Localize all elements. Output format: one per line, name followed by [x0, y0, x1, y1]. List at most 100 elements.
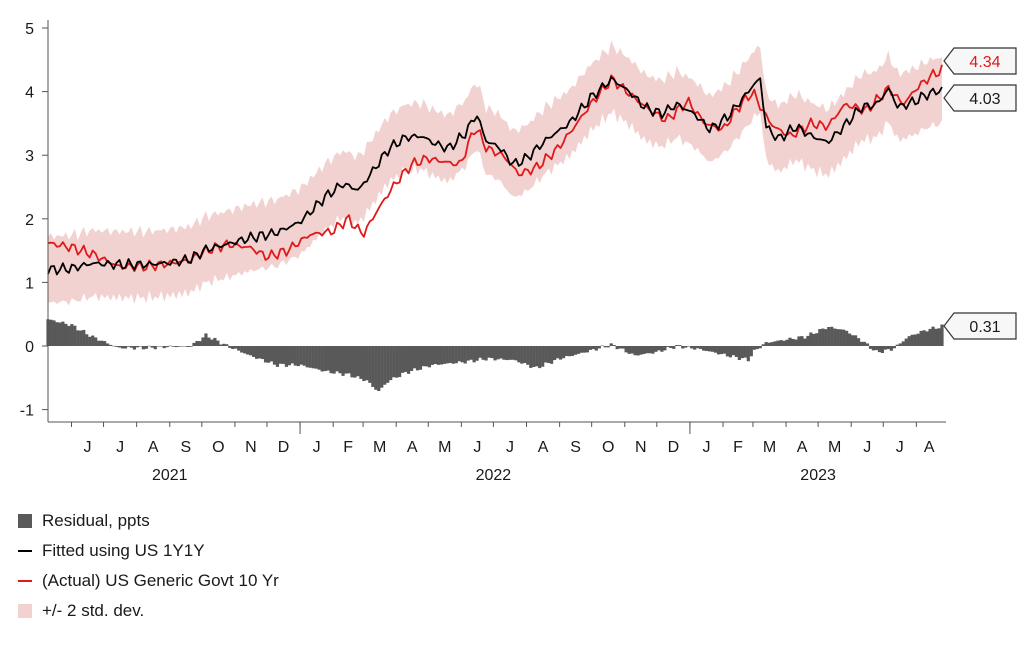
x-month-label: M: [828, 439, 841, 456]
residual-bar: [883, 346, 887, 350]
residual-bar: [704, 346, 709, 351]
residual-bar: [296, 346, 300, 367]
residual-bar: [874, 346, 879, 351]
legend-swatch-band: [18, 604, 32, 618]
residual-bar: [651, 346, 655, 354]
residual-bar: [97, 340, 101, 346]
residual-bar: [174, 346, 178, 348]
residual-bar: [356, 346, 360, 377]
residual-bar: [666, 346, 670, 347]
residual-bar: [851, 335, 855, 346]
residual-bar: [877, 346, 882, 353]
residual-bar: [675, 344, 679, 346]
residual-bar: [180, 346, 184, 347]
residual-bar: [740, 346, 744, 359]
residual-bar: [350, 346, 354, 378]
residual-bar: [219, 344, 223, 346]
end-label-value: 0.31: [969, 319, 1000, 336]
residual-bar: [129, 346, 134, 348]
y-tick-label: 5: [25, 21, 34, 38]
residual-bar: [195, 340, 199, 346]
residual-bar: [597, 346, 601, 349]
residual-bar: [213, 337, 217, 346]
residual-bar: [240, 346, 244, 353]
x-year-label: 2022: [476, 467, 512, 484]
residual-bar: [773, 341, 777, 346]
residual-bar: [517, 346, 521, 363]
residual-bar: [49, 319, 53, 346]
residual-bar: [409, 346, 414, 371]
x-month-label: J: [896, 439, 904, 456]
residual-bar: [776, 340, 780, 346]
residual-bar: [73, 325, 77, 346]
residual-bar: [94, 337, 98, 346]
residual-bar: [690, 346, 694, 349]
residual-bar: [654, 346, 658, 352]
residual-bar: [171, 346, 175, 347]
residual-bar: [657, 346, 661, 351]
residual-bar: [687, 345, 691, 347]
residual-bar: [243, 346, 247, 354]
residual-bar: [710, 346, 715, 352]
residual-bar: [865, 343, 870, 346]
residual-bar: [487, 346, 491, 358]
residual-bar: [493, 346, 497, 361]
residual-bar: [880, 346, 884, 353]
residual-bar: [404, 346, 408, 372]
residual-bar: [669, 346, 673, 349]
y-tick-label: -1: [20, 403, 34, 420]
legend-swatch-fitted: [18, 550, 32, 552]
residual-bar: [308, 346, 312, 368]
residual-bar: [716, 346, 721, 355]
residual-bar: [475, 346, 479, 361]
residual-bar: [630, 346, 634, 354]
residual-bar: [266, 346, 271, 363]
residual-bar: [934, 328, 938, 346]
residual-bar: [907, 336, 911, 346]
residual-bar: [532, 346, 536, 368]
x-month-label: S: [180, 439, 191, 456]
residual-bar: [892, 346, 896, 349]
residual-bar: [755, 346, 759, 350]
legend: Residual, ppts Fitted using US 1Y1Y (Act…: [18, 506, 279, 626]
residual-bar: [412, 346, 417, 369]
residual-bar: [931, 326, 935, 346]
residual-bar: [424, 346, 429, 367]
residual-bar: [734, 346, 738, 357]
residual-bar: [374, 346, 378, 390]
legend-item-actual: (Actual) US Generic Govt 10 Yr: [18, 566, 279, 596]
residual-bar: [627, 346, 631, 354]
residual-bar: [821, 328, 825, 346]
residual-bar: [582, 346, 586, 353]
residual-bar: [940, 324, 944, 346]
x-month-label: A: [148, 439, 159, 456]
residual-bar: [523, 346, 527, 364]
residual-bar: [52, 320, 56, 346]
residual-bar: [898, 343, 902, 346]
residual-bar: [490, 346, 494, 359]
residual-bar: [269, 346, 274, 362]
residual-bar: [165, 346, 169, 348]
x-month-label: A: [538, 439, 549, 456]
residual-bar: [159, 345, 163, 347]
residual-bar: [633, 346, 637, 356]
residual-bar: [162, 346, 166, 349]
residual-bar: [371, 346, 375, 387]
residual-bar: [550, 346, 554, 364]
x-month-label: J: [702, 439, 710, 456]
x-month-label: A: [924, 439, 935, 456]
residual-bar: [636, 346, 640, 356]
residual-bar: [779, 340, 783, 346]
residual-bar: [76, 330, 80, 346]
legend-label-actual: (Actual) US Generic Govt 10 Yr: [42, 571, 279, 590]
legend-swatch-residual: [18, 514, 32, 528]
residual-bar: [588, 346, 592, 350]
residual-bar: [210, 339, 214, 346]
residual-bar: [505, 346, 509, 361]
residual-bar: [871, 346, 876, 351]
residual-bar: [579, 346, 584, 353]
x-month-label: O: [602, 439, 614, 456]
residual-bar: [529, 346, 533, 368]
residual-bar: [117, 346, 122, 348]
residual-bar: [904, 338, 908, 346]
